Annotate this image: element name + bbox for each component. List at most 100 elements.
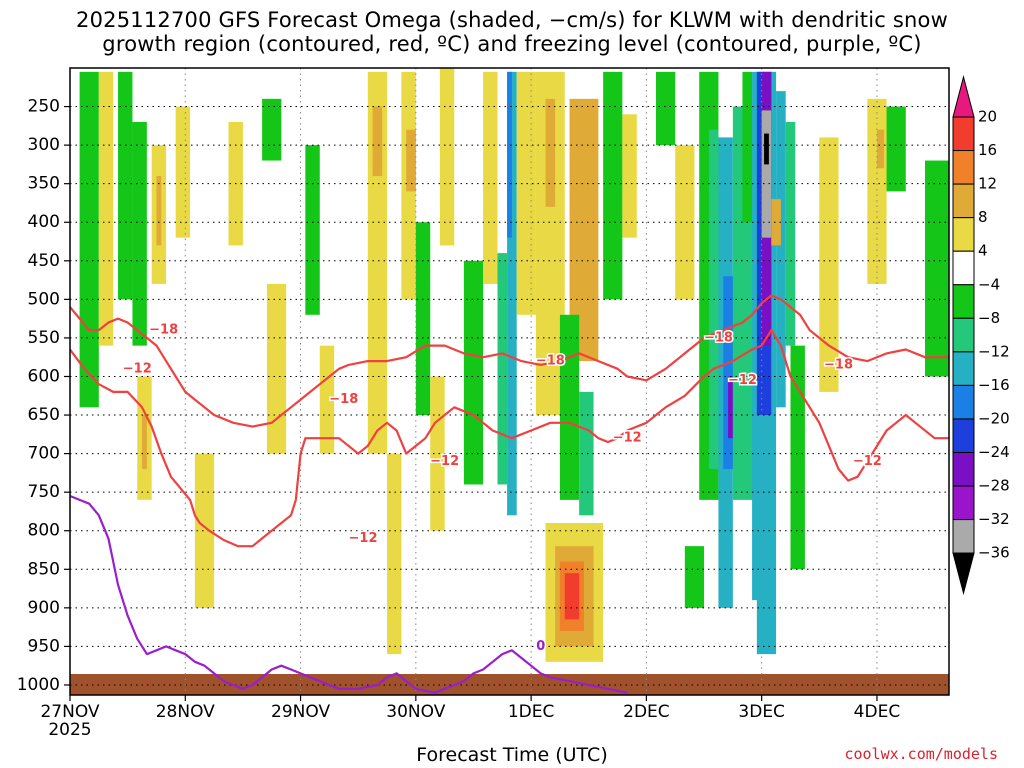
y-axis: 250 300 350 400 450 500 550 600 650 700 750 800 850 9…	[17, 97, 70, 695]
colorbar-swatch	[952, 519, 975, 554]
x-tick-sublabel: 2025	[48, 720, 91, 740]
colorbar-label: −32	[978, 510, 1010, 528]
omega-cell	[483, 71, 498, 284]
colorbar-swatch	[952, 418, 975, 454]
omega-cell	[559, 314, 580, 500]
y-tick-label: 600	[28, 366, 60, 386]
chart-title-line-1: 2025112700 GFS Forecast Omega (shaded, −…	[76, 8, 948, 32]
omega-cell	[79, 71, 99, 408]
y-tick-label: 350	[28, 174, 60, 194]
omega-cell	[98, 71, 114, 346]
omega-cell	[790, 345, 805, 570]
omega-cell	[579, 391, 594, 516]
x-tick-label: 3DEC	[738, 702, 785, 722]
omega-cell	[463, 260, 484, 485]
contour-label: −18	[536, 354, 565, 369]
y-tick-label: 500	[28, 289, 60, 309]
omega-cell	[175, 106, 191, 238]
omega-cell	[305, 145, 320, 315]
colorbar-label: 20	[978, 108, 997, 126]
colorbar-label: −20	[978, 409, 1010, 427]
contour-layer	[70, 294, 949, 694]
omega-cell	[415, 222, 431, 416]
contour-line	[70, 329, 949, 548]
y-tick-label: 900	[28, 598, 60, 618]
colorbar-label: 12	[978, 175, 997, 193]
x-tick-label: 1DEC	[508, 702, 555, 722]
contour-line	[70, 494, 628, 694]
y-tick-label: 650	[28, 405, 60, 425]
omega-cell	[262, 98, 282, 161]
contour-label: −18	[149, 323, 178, 338]
omega-cell	[675, 145, 695, 300]
omega-cell	[507, 71, 512, 238]
colorbar-swatch	[952, 217, 975, 252]
colorbar: 20 16 12 8 4 −4 −8 −12 −16 −20 −24 −28 −32 −36	[952, 75, 1010, 596]
omega-cell	[118, 71, 133, 300]
colorbar-label: −24	[978, 443, 1010, 461]
omega-cell	[876, 129, 885, 169]
y-tick-label: 800	[28, 521, 60, 541]
y-tick-label: 250	[28, 97, 60, 117]
omega-cell	[266, 283, 287, 454]
terrain-surface	[70, 674, 949, 695]
contour-label: −18	[704, 330, 733, 345]
contour-label: −18	[329, 392, 358, 407]
omega-cell	[771, 199, 781, 246]
colorbar-label: 4	[978, 242, 988, 260]
omega-cell	[742, 71, 753, 223]
contour-label: 0	[536, 639, 545, 654]
y-tick-label: 300	[28, 135, 60, 155]
omega-cell	[142, 415, 147, 470]
contour-label: −12	[123, 361, 152, 376]
y-tick-label: 850	[28, 559, 60, 579]
colorbar-label: −36	[978, 544, 1010, 562]
x-tick-label: 4DEC	[854, 702, 901, 722]
y-tick-label: 550	[28, 328, 60, 348]
y-tick-label: 400	[28, 212, 60, 232]
omega-cell	[194, 453, 215, 608]
colorbar-swatch	[952, 183, 975, 219]
contour-label: −12	[430, 454, 459, 469]
omega-shading-layer	[79, 68, 949, 662]
omega-cell	[886, 106, 906, 192]
omega-cell	[579, 145, 589, 238]
omega-cell	[132, 121, 147, 346]
omega-cell	[156, 175, 162, 246]
omega-cell	[564, 573, 580, 620]
omega-cell	[924, 160, 949, 377]
contour-label: −18	[824, 357, 853, 372]
colorbar-top-arrow	[952, 75, 975, 118]
y-tick-label: 950	[28, 636, 60, 656]
x-axis-label: Forecast Time (UTC)	[416, 744, 608, 766]
omega-cell	[545, 98, 556, 207]
colorbar-swatch	[952, 317, 975, 353]
omega-cell	[728, 376, 733, 439]
omega-cell	[603, 71, 623, 300]
omega-cell	[761, 110, 772, 238]
colorbar-label: 8	[978, 208, 988, 226]
colorbar-swatch	[952, 150, 975, 185]
omega-cell	[516, 71, 536, 315]
plot-frame	[69, 67, 950, 696]
omega-cell	[776, 91, 786, 408]
colorbar-label: −28	[978, 477, 1010, 495]
colorbar-swatch	[952, 116, 975, 152]
omega-cell	[497, 253, 508, 485]
omega-cell	[819, 137, 839, 392]
contour-label: −12	[349, 531, 378, 546]
x-tick-label: 2DEC	[623, 702, 670, 722]
colorbar-label: −8	[978, 309, 1000, 327]
y-tick-label: 700	[28, 444, 60, 464]
omega-cell	[656, 71, 676, 146]
y-tick-label: 1000	[17, 675, 60, 695]
x-tick-label: 30NOV	[386, 702, 445, 722]
y-tick-label: 450	[28, 251, 60, 271]
omega-cell	[439, 68, 455, 246]
colorbar-swatch	[952, 250, 975, 286]
omega-cell	[764, 133, 769, 165]
contour-label-layer: −18 −12 −18 −12 −12 −18 −12 −18 −12 −18 −12 0	[121, 321, 883, 655]
contour-label: −12	[853, 454, 882, 469]
